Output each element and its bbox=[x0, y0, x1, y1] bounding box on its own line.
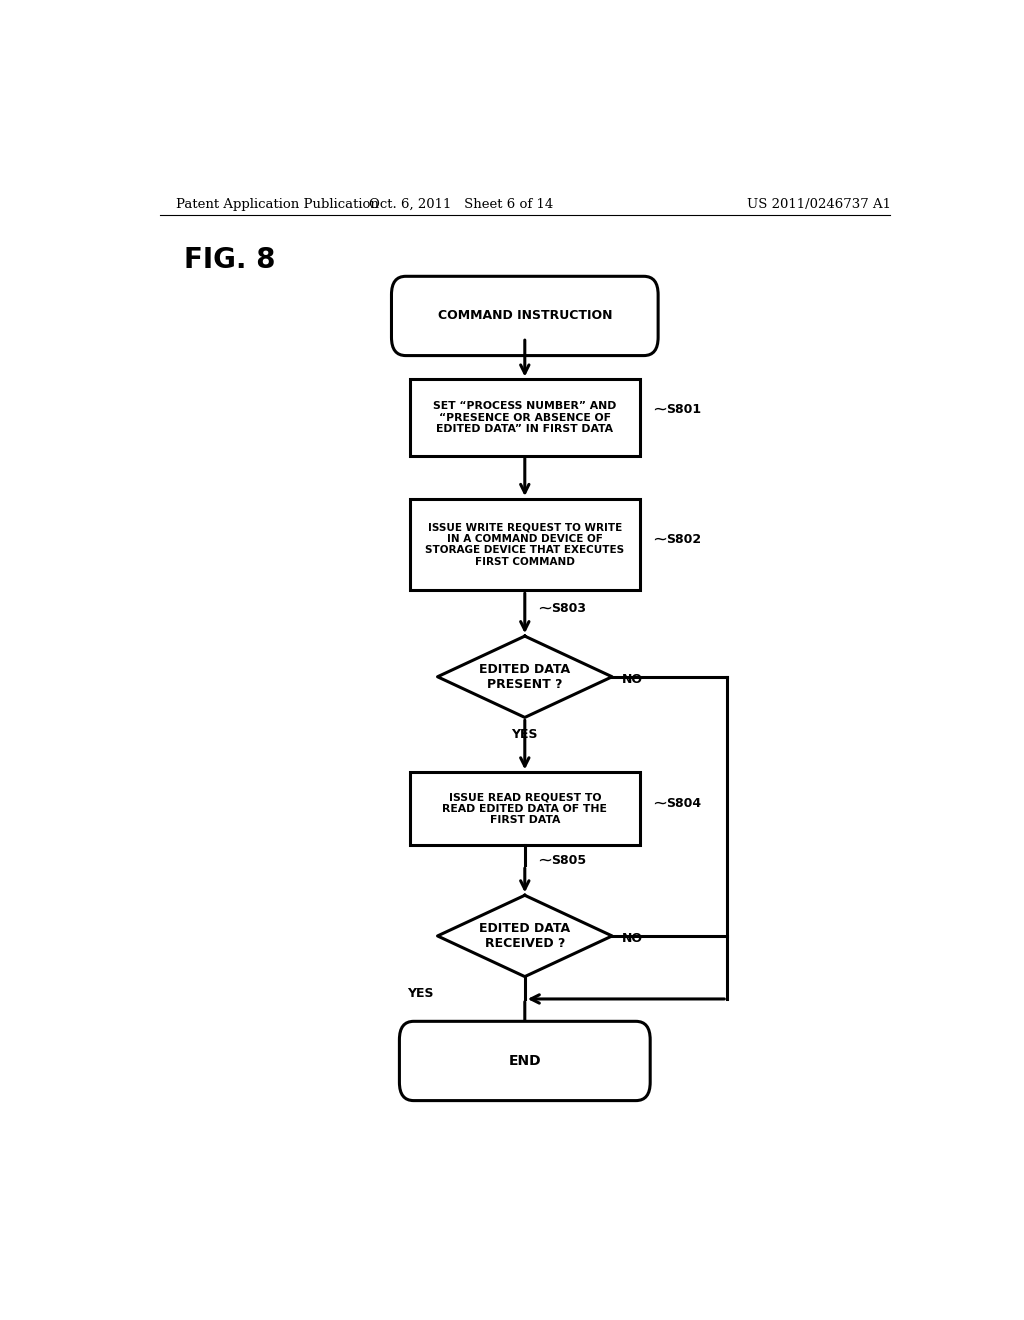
FancyBboxPatch shape bbox=[399, 1022, 650, 1101]
Text: ~: ~ bbox=[652, 531, 667, 549]
Text: ~: ~ bbox=[537, 599, 552, 618]
Text: NO: NO bbox=[622, 673, 643, 686]
Text: SET “PROCESS NUMBER” AND
“PRESENCE OR ABSENCE OF
EDITED DATA” IN FIRST DATA: SET “PROCESS NUMBER” AND “PRESENCE OR AB… bbox=[433, 401, 616, 434]
Text: S805: S805 bbox=[551, 854, 586, 867]
Text: FIG. 8: FIG. 8 bbox=[183, 246, 275, 275]
Text: S803: S803 bbox=[551, 602, 586, 615]
Text: S804: S804 bbox=[666, 797, 701, 810]
FancyBboxPatch shape bbox=[391, 276, 658, 355]
Text: END: END bbox=[509, 1053, 541, 1068]
Text: COMMAND INSTRUCTION: COMMAND INSTRUCTION bbox=[437, 309, 612, 322]
Text: S802: S802 bbox=[666, 533, 701, 546]
Text: YES: YES bbox=[407, 987, 433, 999]
Text: ISSUE READ REQUEST TO
READ EDITED DATA OF THE
FIRST DATA: ISSUE READ REQUEST TO READ EDITED DATA O… bbox=[442, 792, 607, 825]
Polygon shape bbox=[437, 895, 612, 977]
Text: EDITED DATA
RECEIVED ?: EDITED DATA RECEIVED ? bbox=[479, 921, 570, 950]
Text: S801: S801 bbox=[666, 403, 701, 416]
Text: YES: YES bbox=[512, 727, 538, 741]
Text: ~: ~ bbox=[652, 400, 667, 418]
Text: US 2011/0246737 A1: US 2011/0246737 A1 bbox=[748, 198, 891, 211]
Text: EDITED DATA
PRESENT ?: EDITED DATA PRESENT ? bbox=[479, 663, 570, 690]
Text: NO: NO bbox=[622, 932, 643, 945]
Polygon shape bbox=[437, 636, 612, 718]
Bar bbox=[410, 379, 640, 455]
Text: Oct. 6, 2011   Sheet 6 of 14: Oct. 6, 2011 Sheet 6 of 14 bbox=[370, 198, 553, 211]
Bar bbox=[410, 772, 640, 846]
Text: ~: ~ bbox=[652, 795, 667, 813]
Text: Patent Application Publication: Patent Application Publication bbox=[176, 198, 379, 211]
Bar bbox=[410, 499, 640, 590]
Text: ISSUE WRITE REQUEST TO WRITE
IN A COMMAND DEVICE OF
STORAGE DEVICE THAT EXECUTES: ISSUE WRITE REQUEST TO WRITE IN A COMMAN… bbox=[425, 523, 625, 568]
Text: ~: ~ bbox=[537, 851, 552, 870]
